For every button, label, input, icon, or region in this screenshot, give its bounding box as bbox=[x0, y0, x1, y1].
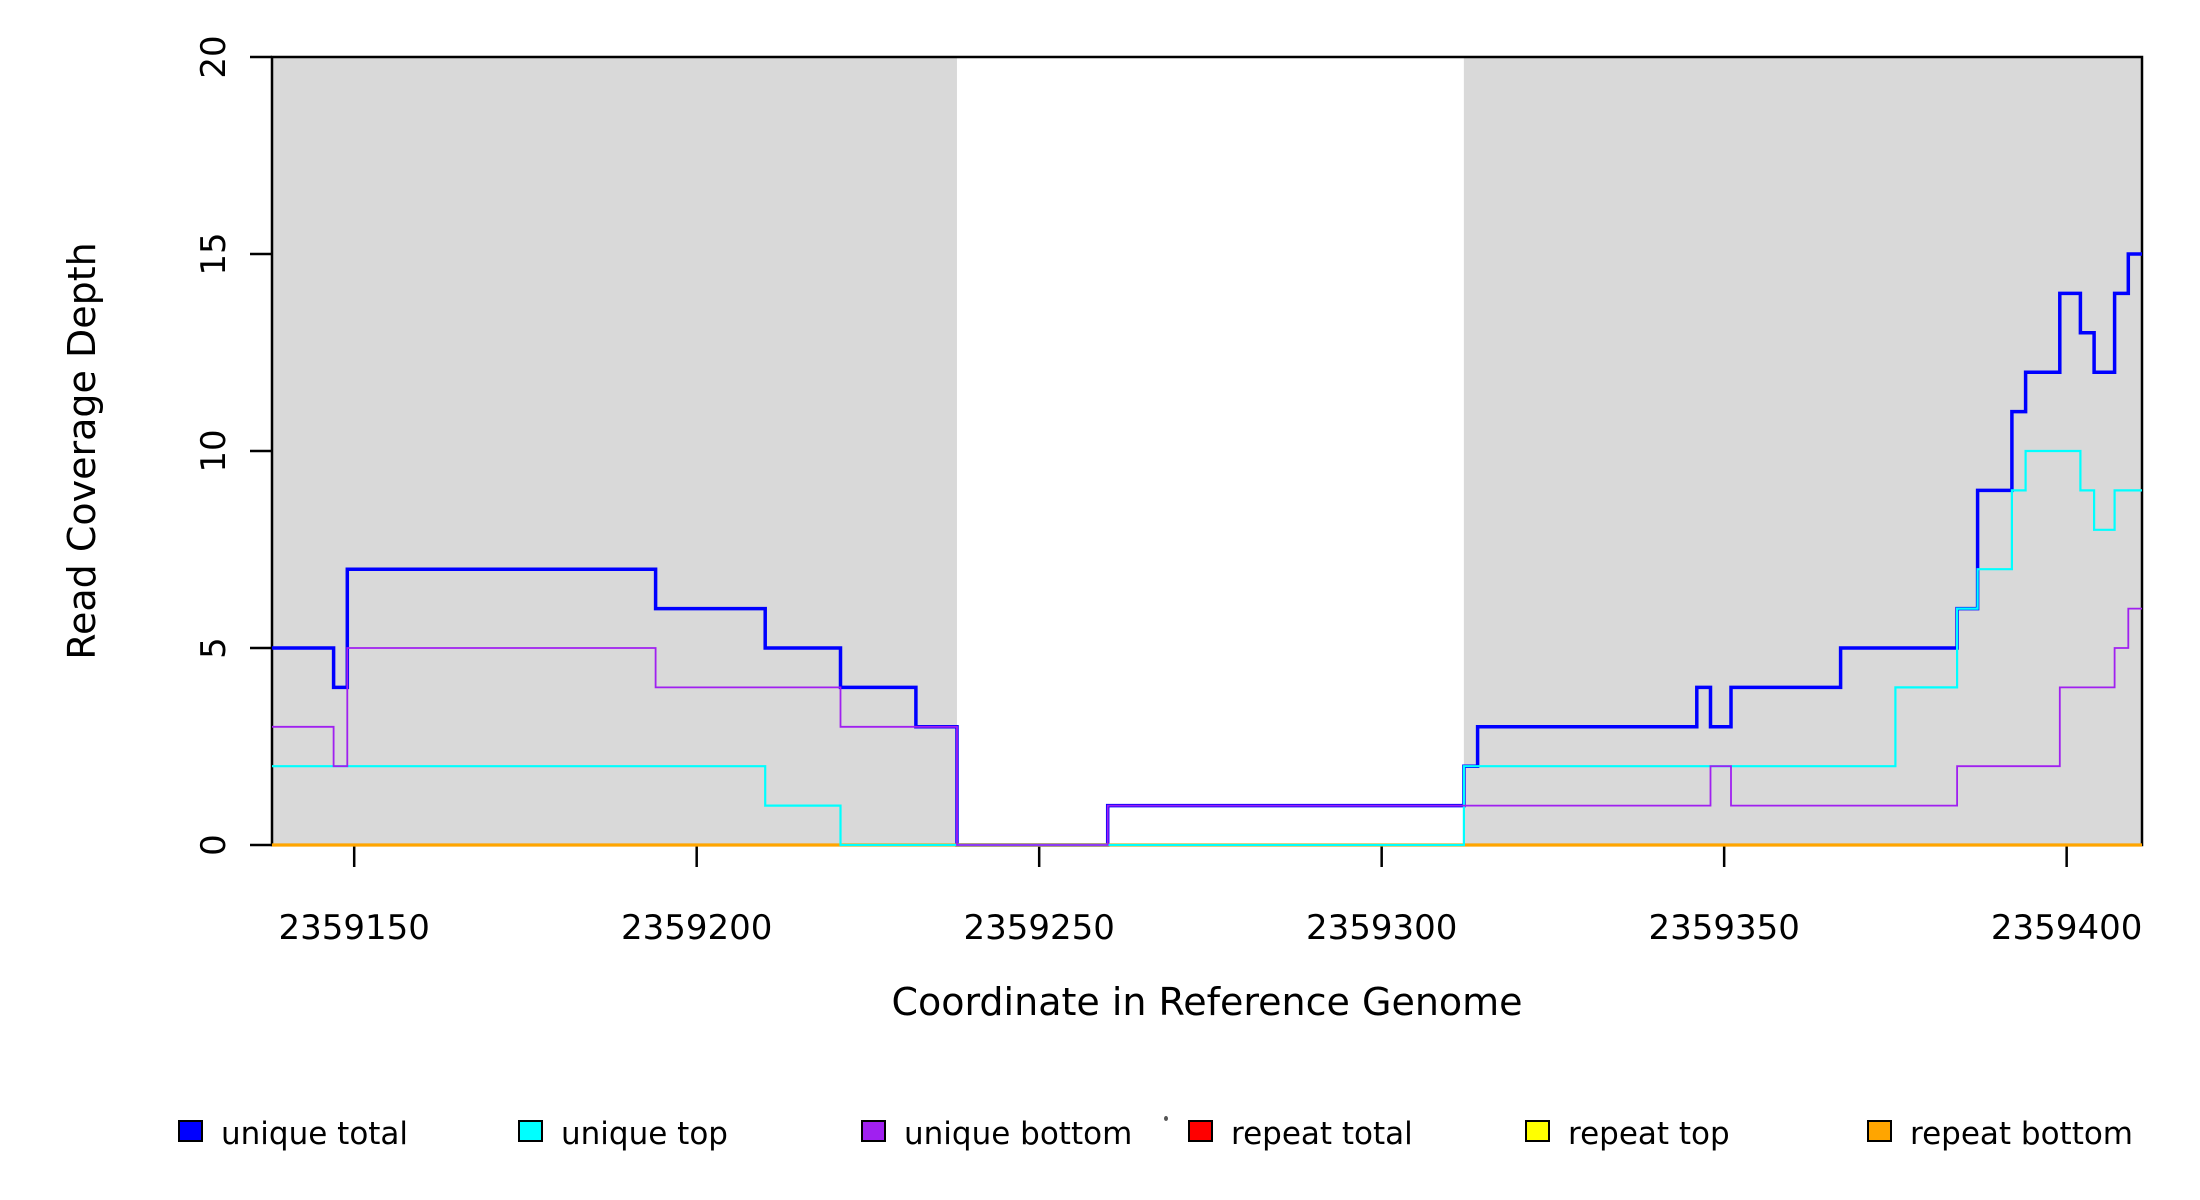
x-tick-label: 2359350 bbox=[1648, 908, 1800, 948]
y-tick-label: 0 bbox=[194, 834, 234, 856]
y-tick-label: 20 bbox=[194, 35, 234, 79]
series-line-unique-bottom bbox=[272, 607, 2142, 846]
series-line-unique-total bbox=[272, 252, 2142, 847]
y-axis-title: Read Coverage Depth bbox=[60, 242, 104, 660]
series-line-unique-top bbox=[272, 449, 2142, 847]
x-axis-title: Coordinate in Reference Genome bbox=[891, 980, 1523, 1024]
stray-dot bbox=[1164, 1116, 1168, 1121]
x-tick-label: 2359200 bbox=[620, 908, 773, 948]
y-tick-label: 5 bbox=[194, 637, 234, 659]
x-tick-label: 2359400 bbox=[1990, 908, 2143, 948]
x-tick-label: 2359150 bbox=[278, 908, 430, 948]
x-tick-label: 2359300 bbox=[1305, 908, 1458, 948]
x-tick-label: 2359250 bbox=[963, 908, 1115, 948]
shaded-region bbox=[272, 57, 957, 845]
y-tick-label: 15 bbox=[194, 232, 234, 276]
y-tick-label: 10 bbox=[194, 429, 234, 473]
